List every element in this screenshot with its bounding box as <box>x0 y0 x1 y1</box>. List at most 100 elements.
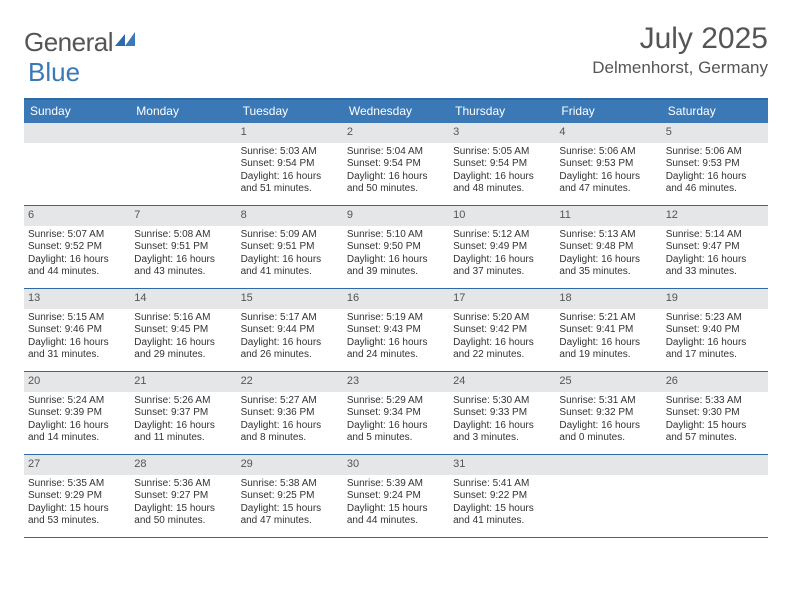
day-cell: 19Sunrise: 5:23 AMSunset: 9:40 PMDayligh… <box>662 289 768 371</box>
day-number: 10 <box>449 206 555 226</box>
sunrise-line: Sunrise: 5:03 AM <box>241 146 339 159</box>
page-subtitle: Delmenhorst, Germany <box>592 58 768 78</box>
daylight-line: Daylight: 16 hours and 46 minutes. <box>666 171 764 196</box>
day-body: Sunrise: 5:16 AMSunset: 9:45 PMDaylight:… <box>130 309 236 366</box>
day-number: 28 <box>130 455 236 475</box>
day-cell: 23Sunrise: 5:29 AMSunset: 9:34 PMDayligh… <box>343 372 449 454</box>
dow-wednesday: Wednesday <box>343 100 449 123</box>
sunset-line: Sunset: 9:24 PM <box>347 490 445 503</box>
sunrise-line: Sunrise: 5:06 AM <box>559 146 657 159</box>
day-number: 11 <box>555 206 661 226</box>
day-body: Sunrise: 5:06 AMSunset: 9:53 PMDaylight:… <box>662 143 768 200</box>
sunset-line: Sunset: 9:54 PM <box>241 158 339 171</box>
sunset-line: Sunset: 9:42 PM <box>453 324 551 337</box>
day-body: Sunrise: 5:14 AMSunset: 9:47 PMDaylight:… <box>662 226 768 283</box>
sunrise-line: Sunrise: 5:14 AM <box>666 229 764 242</box>
calendar: Sunday Monday Tuesday Wednesday Thursday… <box>24 98 768 538</box>
sunset-line: Sunset: 9:41 PM <box>559 324 657 337</box>
daylight-line: Daylight: 16 hours and 26 minutes. <box>241 337 339 362</box>
daylight-line: Daylight: 15 hours and 53 minutes. <box>28 503 126 528</box>
day-cell: 13Sunrise: 5:15 AMSunset: 9:46 PMDayligh… <box>24 289 130 371</box>
sunset-line: Sunset: 9:25 PM <box>241 490 339 503</box>
day-number: 26 <box>662 372 768 392</box>
sunset-line: Sunset: 9:51 PM <box>134 241 232 254</box>
daylight-line: Daylight: 16 hours and 41 minutes. <box>241 254 339 279</box>
sunrise-line: Sunrise: 5:36 AM <box>134 478 232 491</box>
sunset-line: Sunset: 9:33 PM <box>453 407 551 420</box>
day-number <box>24 123 130 143</box>
day-cell: 25Sunrise: 5:31 AMSunset: 9:32 PMDayligh… <box>555 372 661 454</box>
sunset-line: Sunset: 9:44 PM <box>241 324 339 337</box>
page-title: July 2025 <box>592 22 768 56</box>
daylight-line: Daylight: 16 hours and 43 minutes. <box>134 254 232 279</box>
daylight-line: Daylight: 16 hours and 29 minutes. <box>134 337 232 362</box>
week-row: 1Sunrise: 5:03 AMSunset: 9:54 PMDaylight… <box>24 123 768 206</box>
week-row: 20Sunrise: 5:24 AMSunset: 9:39 PMDayligh… <box>24 372 768 455</box>
day-cell: 8Sunrise: 5:09 AMSunset: 9:51 PMDaylight… <box>237 206 343 288</box>
day-cell: 26Sunrise: 5:33 AMSunset: 9:30 PMDayligh… <box>662 372 768 454</box>
day-cell: 18 Sunrise: 5:21 AMSunset: 9:41 PMDayligh… <box>555 289 661 371</box>
sunset-line: Sunset: 9:54 PM <box>347 158 445 171</box>
day-cell: 3Sunrise: 5:05 AMSunset: 9:54 PMDaylight… <box>449 123 555 205</box>
day-number <box>130 123 236 143</box>
sunrise-line: Sunrise: 5:30 AM <box>453 395 551 408</box>
day-cell: 17Sunrise: 5:20 AMSunset: 9:42 PMDayligh… <box>449 289 555 371</box>
day-number: 19 <box>662 289 768 309</box>
day-body: Sunrise: 5:03 AMSunset: 9:54 PMDaylight:… <box>237 143 343 200</box>
day-cell: 6Sunrise: 5:07 AMSunset: 9:52 PMDaylight… <box>24 206 130 288</box>
day-number: 17 <box>449 289 555 309</box>
day-body: Sunrise: 5:26 AMSunset: 9:37 PMDaylight:… <box>130 392 236 449</box>
daylight-line: Daylight: 15 hours and 41 minutes. <box>453 503 551 528</box>
sunset-line: Sunset: 9:30 PM <box>666 407 764 420</box>
day-number: 31 <box>449 455 555 475</box>
day-number: 18 <box>555 289 661 309</box>
day-body: Sunrise: 5:19 AMSunset: 9:43 PMDaylight:… <box>343 309 449 366</box>
dow-row: Sunday Monday Tuesday Wednesday Thursday… <box>24 100 768 123</box>
week-row: 13Sunrise: 5:15 AMSunset: 9:46 PMDayligh… <box>24 289 768 372</box>
sunset-line: Sunset: 9:45 PM <box>134 324 232 337</box>
day-cell: 15Sunrise: 5:17 AMSunset: 9:44 PMDayligh… <box>237 289 343 371</box>
day-number: 25 <box>555 372 661 392</box>
sunset-line: Sunset: 9:46 PM <box>28 324 126 337</box>
day-number: 23 <box>343 372 449 392</box>
day-number: 20 <box>24 372 130 392</box>
dow-tuesday: Tuesday <box>237 100 343 123</box>
daylight-line: Daylight: 16 hours and 8 minutes. <box>241 420 339 445</box>
day-cell <box>24 123 130 205</box>
daylight-line: Daylight: 16 hours and 39 minutes. <box>347 254 445 279</box>
sunrise-line: Sunrise: 5:21 AM <box>559 312 657 325</box>
sunrise-line: Sunrise: 5:35 AM <box>28 478 126 491</box>
sunset-line: Sunset: 9:39 PM <box>28 407 126 420</box>
day-cell: 27Sunrise: 5:35 AMSunset: 9:29 PMDayligh… <box>24 455 130 537</box>
sunrise-line: Sunrise: 5:16 AM <box>134 312 232 325</box>
sunset-line: Sunset: 9:32 PM <box>559 407 657 420</box>
day-number: 12 <box>662 206 768 226</box>
day-body: Sunrise: 5:23 AMSunset: 9:40 PMDaylight:… <box>662 309 768 366</box>
daylight-line: Daylight: 15 hours and 57 minutes. <box>666 420 764 445</box>
day-cell: 31Sunrise: 5:41 AMSunset: 9:22 PMDayligh… <box>449 455 555 537</box>
day-body: Sunrise: 5:06 AMSunset: 9:53 PMDaylight:… <box>555 143 661 200</box>
day-cell: 28Sunrise: 5:36 AMSunset: 9:27 PMDayligh… <box>130 455 236 537</box>
sunrise-line: Sunrise: 5:06 AM <box>666 146 764 159</box>
daylight-line: Daylight: 16 hours and 19 minutes. <box>559 337 657 362</box>
day-body: Sunrise: 5:17 AMSunset: 9:44 PMDaylight:… <box>237 309 343 366</box>
day-cell: 12Sunrise: 5:14 AMSunset: 9:47 PMDayligh… <box>662 206 768 288</box>
daylight-line: Daylight: 16 hours and 48 minutes. <box>453 171 551 196</box>
sunset-line: Sunset: 9:34 PM <box>347 407 445 420</box>
sunrise-line: Sunrise: 5:38 AM <box>241 478 339 491</box>
sunset-line: Sunset: 9:47 PM <box>666 241 764 254</box>
day-cell: 1Sunrise: 5:03 AMSunset: 9:54 PMDaylight… <box>237 123 343 205</box>
week-row: 6Sunrise: 5:07 AMSunset: 9:52 PMDaylight… <box>24 206 768 289</box>
sunrise-line: Sunrise: 5:20 AM <box>453 312 551 325</box>
daylight-line: Daylight: 16 hours and 5 minutes. <box>347 420 445 445</box>
sunrise-line: Sunrise: 5:19 AM <box>347 312 445 325</box>
day-cell <box>555 455 661 537</box>
day-cell: 22Sunrise: 5:27 AMSunset: 9:36 PMDayligh… <box>237 372 343 454</box>
day-number: 6 <box>24 206 130 226</box>
daylight-line: Daylight: 16 hours and 14 minutes. <box>28 420 126 445</box>
dow-monday: Monday <box>130 100 236 123</box>
day-cell: 29Sunrise: 5:38 AMSunset: 9:25 PMDayligh… <box>237 455 343 537</box>
sunrise-line: Sunrise: 5:13 AM <box>559 229 657 242</box>
day-body: Sunrise: 5:20 AMSunset: 9:42 PMDaylight:… <box>449 309 555 366</box>
day-body: Sunrise: 5:36 AMSunset: 9:27 PMDaylight:… <box>130 475 236 532</box>
